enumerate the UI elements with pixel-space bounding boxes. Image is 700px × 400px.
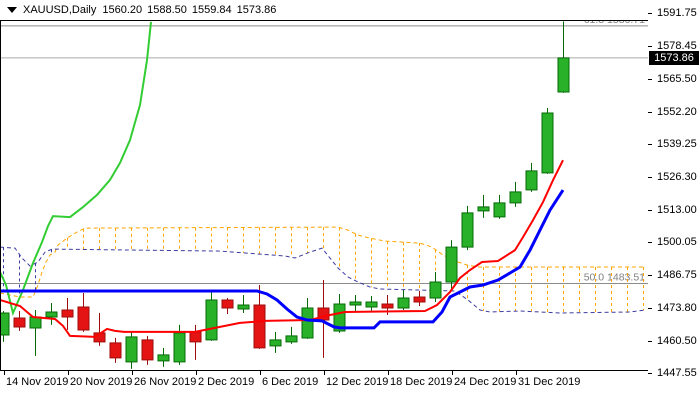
- senkou-span-a-line: [0, 226, 645, 298]
- candle: [125, 331, 138, 369]
- candle: [77, 293, 90, 332]
- candle: [397, 290, 410, 310]
- price-axis-label: 1578.45: [657, 40, 697, 52]
- fib-level-label: 50.0 1483.51: [584, 272, 645, 284]
- close-value: 1573.86: [236, 4, 277, 16]
- price-axis-label: 1460.50: [657, 335, 697, 347]
- candle: [365, 296, 378, 312]
- time-axis-label: 31 Dec 2019: [518, 376, 581, 388]
- low-value: 1559.84: [191, 4, 232, 16]
- time-axis[interactable]: 14 Nov 2019 20 Nov 2019 26 Nov 2019 2 Dec 2…: [0, 371, 648, 400]
- candle: [301, 298, 314, 339]
- price-axis-tick: [648, 144, 652, 145]
- ohlc-values: 1560.20 1588.50 1559.84 1573.86: [102, 4, 276, 16]
- price-axis[interactable]: 1573.86 1591.75 1578.45 1565.50 1552.20 1539…: [648, 0, 700, 400]
- candle: [61, 298, 74, 330]
- price-axis-tick: [648, 242, 652, 243]
- candle: [445, 240, 458, 291]
- candle: [285, 326, 298, 344]
- price-axis-label: 1591.75: [657, 7, 697, 19]
- candle: [109, 337, 122, 363]
- senkou-span-b-line: [0, 246, 646, 314]
- price-axis-label: 1513.00: [657, 204, 697, 216]
- price-axis-tick: [648, 275, 652, 276]
- price-axis-label: 1539.25: [657, 138, 697, 150]
- time-axis-tick: [452, 371, 453, 375]
- candle: [429, 272, 442, 302]
- kumo-cloud: [0, 226, 646, 314]
- time-axis-label: 20 Nov 2019: [70, 376, 133, 388]
- candle: [477, 194, 490, 218]
- time-axis-tick: [68, 371, 69, 375]
- candle: [93, 313, 106, 346]
- candle: [237, 295, 250, 313]
- time-axis-label: 18 Dec 2019: [390, 376, 453, 388]
- candle: [45, 303, 58, 325]
- price-axis-label: 1447.55: [657, 367, 697, 379]
- time-axis-tick: [132, 371, 133, 375]
- chikou-span-line: [0, 21, 152, 317]
- high-value: 1588.50: [147, 4, 187, 16]
- price-axis-label: 1565.50: [657, 73, 697, 85]
- plot-left-border: [0, 21, 1, 371]
- price-axis-label: 1486.75: [657, 269, 697, 281]
- price-axis-tick: [648, 112, 652, 113]
- time-axis-tick: [260, 371, 261, 375]
- kijun-sen-line: [0, 189, 565, 330]
- price-axis-label: 1473.80: [657, 302, 697, 314]
- candle: [13, 311, 26, 331]
- time-axis-label: 12 Dec 2019: [326, 376, 389, 388]
- price-axis-tick: [648, 46, 652, 47]
- candle: [541, 108, 554, 174]
- price-axis-tick: [648, 308, 652, 309]
- candle: [461, 205, 474, 251]
- candle: [157, 347, 170, 367]
- time-axis-tick: [324, 371, 325, 375]
- time-axis-tick: [196, 371, 197, 375]
- price-axis-tick: [648, 177, 652, 178]
- candle: [269, 331, 282, 353]
- open-value: 1560.20: [102, 4, 143, 16]
- price-axis-tick: [648, 210, 652, 211]
- price-axis-tick: [648, 13, 652, 14]
- tenkan-sen-line: [0, 159, 564, 338]
- chart-title-bar: XAUUSD,Daily 1560.20 1588.50 1559.84 157…: [0, 0, 648, 21]
- candle: [557, 21, 570, 93]
- plot-bottom-border: [0, 370, 648, 371]
- candle: [0, 311, 10, 342]
- price-axis-label: 1552.20: [657, 106, 697, 118]
- price-axis-label: 1526.30: [657, 171, 697, 183]
- price-axis-tick: [648, 79, 652, 80]
- time-axis-label: 24 Dec 2019: [454, 376, 517, 388]
- candle: [509, 181, 522, 207]
- price-chart-canvas[interactable]: 61.8 1586.7150.0 1483.51: [0, 0, 648, 400]
- candle: [221, 298, 234, 314]
- candle: [525, 162, 538, 192]
- time-axis-label: 2 Dec 2019: [198, 376, 255, 388]
- time-axis-tick: [388, 371, 389, 375]
- candle: [141, 335, 154, 365]
- current-price-badge: 1573.86: [649, 51, 699, 65]
- time-axis-tick: [516, 371, 517, 375]
- candle: [317, 280, 330, 358]
- price-axis-tick: [648, 341, 652, 342]
- price-axis-tick: [648, 373, 652, 374]
- time-axis-label: 26 Nov 2019: [134, 376, 197, 388]
- candle: [205, 292, 218, 341]
- candle: [413, 291, 426, 306]
- candle: [493, 194, 506, 219]
- symbol-dropdown-icon[interactable]: [7, 7, 17, 13]
- candle: [253, 285, 266, 349]
- time-axis-label: 14 Nov 2019: [6, 376, 69, 388]
- time-axis-tick: [4, 371, 5, 375]
- price-axis-label: 1500.05: [657, 236, 697, 248]
- candle: [349, 295, 362, 312]
- time-axis-label: 6 Dec 2019: [262, 376, 319, 388]
- symbol-period-label: XAUUSD,Daily: [23, 4, 97, 16]
- candles: [0, 21, 570, 369]
